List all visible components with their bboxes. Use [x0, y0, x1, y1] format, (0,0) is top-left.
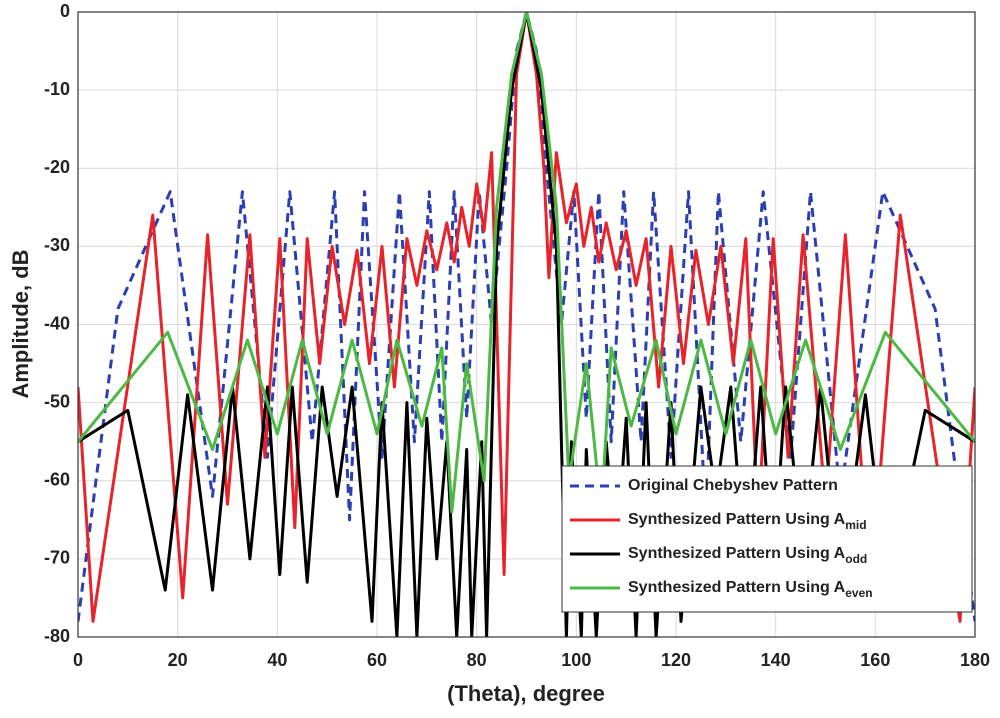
y-tick-label: -30	[44, 235, 70, 255]
legend-text: Original Chebyshev Pattern	[628, 477, 838, 494]
x-tick-label: 0	[73, 650, 83, 670]
y-tick-label: -50	[44, 391, 70, 411]
legend-text: Synthesized Pattern Using A	[628, 511, 846, 528]
legend-box	[561, 465, 973, 613]
y-tick-label: -20	[44, 157, 70, 177]
y-tick-label: -10	[44, 79, 70, 99]
x-tick-label: 60	[367, 650, 387, 670]
legend-subscript: even	[845, 586, 872, 600]
x-tick-label: 80	[467, 650, 487, 670]
legend-subscript: mid	[845, 518, 866, 532]
x-tick-label: 160	[860, 650, 890, 670]
legend-label: Synthesized Pattern Using Aeven	[628, 579, 873, 600]
legend-subscript: odd	[845, 552, 867, 566]
x-tick-label: 40	[267, 650, 287, 670]
legend-text: Synthesized Pattern Using A	[628, 579, 846, 596]
plot-frame	[77, 11, 976, 638]
y-tick-label: -80	[44, 626, 70, 646]
y-tick-label: -70	[44, 548, 70, 568]
x-tick-label: 120	[661, 650, 691, 670]
x-axis-label: (Theta), degree	[447, 681, 605, 706]
x-tick-label: 180	[960, 650, 990, 670]
legend-text: Synthesized Pattern Using A	[628, 545, 846, 562]
series-line	[78, 12, 975, 514]
y-tick-label: 0	[60, 1, 70, 21]
y-tick-label: -40	[44, 313, 70, 333]
x-tick-label: 100	[561, 650, 591, 670]
legend-label: Synthesized Pattern Using Amid	[628, 511, 867, 532]
y-tick-label: -60	[44, 470, 70, 490]
legend-label: Synthesized Pattern Using Aodd	[628, 545, 867, 566]
x-tick-label: 20	[168, 650, 188, 670]
y-axis-label: Amplitude, dB	[8, 249, 33, 398]
x-tick-label: 140	[761, 650, 791, 670]
legend-label: Original Chebyshev Pattern	[628, 477, 838, 494]
